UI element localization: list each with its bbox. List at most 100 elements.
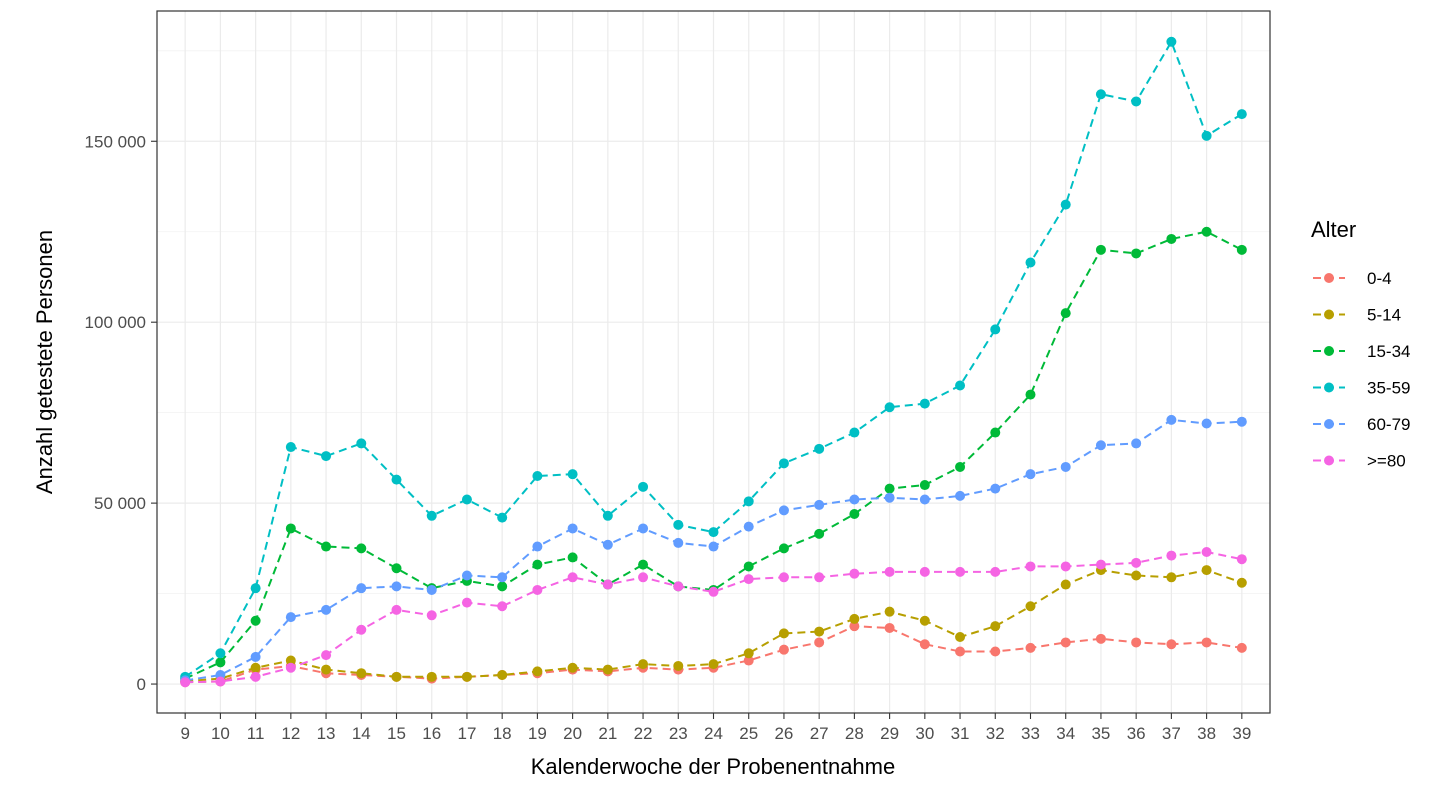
data-point [849, 508, 860, 519]
data-point [497, 512, 508, 523]
legend-key-point [1324, 273, 1334, 283]
data-point [708, 586, 719, 597]
x-tick-label: 24 [704, 724, 723, 743]
x-axis-title: Kalenderwoche der Probenentnahme [531, 754, 895, 779]
data-point [391, 604, 402, 615]
data-point [567, 662, 578, 673]
data-point [215, 657, 226, 668]
x-tick-label: 21 [598, 724, 617, 743]
legend-label: 35-59 [1367, 379, 1410, 398]
data-point [955, 380, 966, 391]
y-tick-label: 100 000 [85, 313, 146, 332]
data-point [497, 572, 508, 583]
data-point [285, 442, 296, 453]
data-point [884, 622, 895, 633]
x-tick-label: 25 [739, 724, 758, 743]
data-point [814, 528, 825, 539]
data-point [602, 579, 613, 590]
data-point [215, 648, 226, 659]
data-point [955, 632, 966, 643]
data-point [638, 559, 649, 570]
data-point [955, 566, 966, 577]
y-axis: 0 50 000 100 000 150 000 [85, 132, 157, 694]
data-point [1236, 244, 1247, 255]
x-tick-label: 10 [211, 724, 230, 743]
data-point [1236, 109, 1247, 120]
data-point [1095, 440, 1106, 451]
data-point [919, 480, 930, 491]
data-point [250, 615, 261, 626]
data-point [884, 492, 895, 503]
data-point [426, 671, 437, 682]
data-point [356, 438, 367, 449]
y-tick-label: 150 000 [85, 132, 146, 151]
data-point [215, 676, 226, 687]
data-point [1131, 557, 1142, 568]
data-point [250, 671, 261, 682]
data-point [321, 541, 332, 552]
data-point [1060, 308, 1071, 319]
data-point [1166, 233, 1177, 244]
series-5-14 [180, 565, 1247, 687]
data-point [602, 510, 613, 521]
x-tick-label: 19 [528, 724, 547, 743]
x-tick-label: 28 [845, 724, 864, 743]
data-point [391, 563, 402, 574]
data-point [919, 615, 930, 626]
x-tick-label: 30 [915, 724, 934, 743]
data-point [1236, 577, 1247, 588]
data-point [532, 666, 543, 677]
data-point [1201, 565, 1212, 576]
data-point [426, 584, 437, 595]
data-point [849, 613, 860, 624]
data-point [1095, 89, 1106, 100]
data-point [990, 646, 1001, 657]
legend-key-point [1324, 309, 1334, 320]
data-point [778, 644, 789, 655]
data-point [814, 499, 825, 510]
data-point [602, 664, 613, 675]
data-point [1201, 546, 1212, 557]
x-tick-label: 14 [352, 724, 371, 743]
data-point [990, 427, 1001, 438]
data-point [1236, 642, 1247, 653]
data-point [1166, 550, 1177, 561]
legend-label: >=80 [1367, 452, 1406, 471]
data-point [638, 481, 649, 492]
data-point [321, 664, 332, 675]
x-tick-label: 15 [387, 724, 406, 743]
x-axis: 9 10 11 12 13 14 15 16 17 18 19 20 21 22 23 24 25 26 27 28 2… [180, 713, 1251, 743]
data-point [1166, 572, 1177, 583]
data-point [778, 628, 789, 639]
data-point [321, 604, 332, 615]
data-point [1060, 199, 1071, 210]
data-point [990, 483, 1001, 494]
data-point [849, 494, 860, 505]
x-tick-label: 29 [880, 724, 899, 743]
y-axis-title: Anzahl getestete Personen [32, 230, 57, 494]
series-35-59 [180, 36, 1247, 682]
data-point [1025, 389, 1036, 400]
data-point [567, 572, 578, 583]
data-point [285, 523, 296, 534]
x-tick-label: 11 [247, 724, 265, 743]
data-point [1201, 226, 1212, 237]
data-point [919, 494, 930, 505]
data-point [1025, 257, 1036, 268]
data-point [285, 662, 296, 673]
data-point [673, 660, 684, 671]
series-layer [180, 36, 1247, 688]
data-point [778, 505, 789, 516]
data-point [708, 659, 719, 670]
data-point [778, 572, 789, 583]
data-point [743, 655, 754, 666]
legend: Alter 0-4 5-14 15-34 35-59 60-79 >=80 [1311, 217, 1410, 471]
x-tick-label: 35 [1091, 724, 1110, 743]
data-point [1060, 561, 1071, 572]
data-point [497, 581, 508, 592]
data-point [391, 581, 402, 592]
data-point [567, 523, 578, 534]
data-point [990, 566, 1001, 577]
data-point [1131, 570, 1142, 581]
